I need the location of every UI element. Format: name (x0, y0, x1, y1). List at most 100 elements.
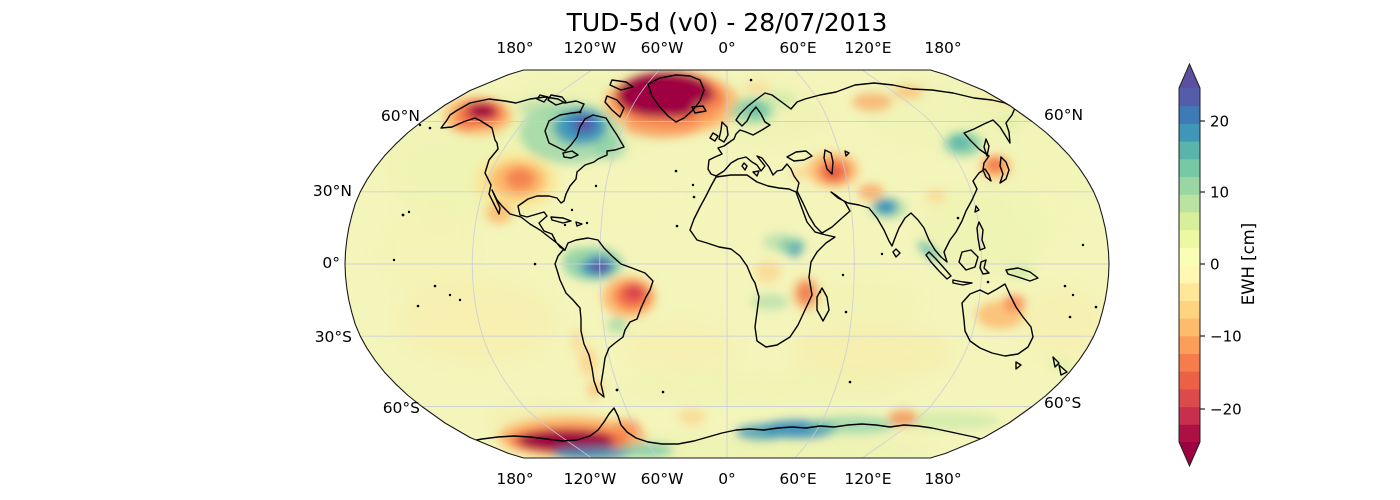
coastline-britain (718, 121, 729, 143)
colorbar-segment (1179, 424, 1200, 443)
anomaly-blob (627, 78, 683, 106)
lon-tick-label-top: 180° (924, 39, 961, 57)
coastline-black-sea (786, 150, 813, 162)
anomaly-blob (610, 372, 910, 404)
lon-tick-label-bottom: 0° (718, 470, 736, 488)
lon-tick-label-bottom: 60°W (641, 470, 684, 488)
anomaly-blob (893, 85, 923, 99)
coastline-sri-lanka (892, 248, 901, 258)
anomaly-blob (574, 116, 594, 132)
anomaly-blob (950, 135, 970, 149)
lat-tick-label-right: 60°S (1044, 394, 1081, 412)
anomaly-blob (1006, 130, 1090, 240)
coastline-north-america (440, 96, 625, 251)
anomaly-blob (998, 114, 1018, 130)
colorbar-tick-label: 10 (1210, 184, 1229, 202)
lon-tick-label-top: 60°W (641, 39, 684, 57)
anomaly-blob (398, 280, 558, 364)
anomaly-blob (607, 317, 627, 333)
coastline-sicily (752, 170, 760, 177)
lat-tick-label-right: 60°N (1044, 106, 1083, 124)
coastline-japan (999, 156, 1010, 184)
coastline-ellesmere-island (609, 79, 634, 91)
coastline-aral-sea (844, 150, 850, 157)
coastline-madagascar (816, 287, 830, 322)
colorbar: 20 10 0 −10 −20 EWH [cm] (1178, 62, 1258, 468)
coastline-victoria-island (547, 94, 567, 106)
anomaly-blob (1021, 286, 1105, 358)
lon-tick-label-bottom: 120°E (844, 470, 891, 488)
colorbar-segment (1179, 265, 1200, 284)
lon-tick-label-top: 0° (718, 39, 736, 57)
lon-tick-label-top: 120°E (844, 39, 891, 57)
coastline-taiwan (974, 205, 980, 213)
lon-tick-label-bottom: 180° (496, 470, 533, 488)
coastline-ireland (709, 132, 719, 142)
anomaly-blob (452, 117, 478, 131)
anomaly-blob (624, 285, 644, 301)
colorbar-segment (1179, 88, 1200, 107)
coastline-sardinia (741, 162, 748, 171)
anomaly-blob (562, 247, 592, 265)
anomaly-blob (852, 93, 892, 111)
coastline-sakhalin (983, 138, 990, 157)
colorbar-tick-label: 0 (1210, 256, 1220, 274)
coastline-new-guinea (1005, 267, 1039, 282)
anomaly-blob (792, 324, 952, 380)
colorbar-outline (1178, 62, 1201, 468)
colorbar-tick-label: −20 (1210, 401, 1242, 419)
coastline-java (952, 279, 973, 286)
coastline-borneo (958, 249, 979, 271)
anomaly-blob (571, 329, 583, 353)
anomaly-blob (552, 446, 632, 458)
anomaly-blob (825, 167, 841, 179)
colorbar-segment (1179, 229, 1200, 248)
colorbar-upper-arrow (1179, 64, 1200, 88)
anomaly-blob (917, 241, 941, 261)
anomaly-blob (624, 116, 700, 138)
anomaly-blob (617, 443, 673, 457)
coastline-sulawesi (979, 259, 990, 275)
anomaly-blob (622, 321, 738, 373)
colorbar-segment (1179, 406, 1200, 425)
colorbar-segment (1179, 211, 1200, 231)
coastline-antarctica (436, 407, 1013, 449)
colorbar-segments (1179, 88, 1200, 443)
lat-tick-label-left: 30°N (313, 182, 352, 200)
coastline-africa (689, 174, 836, 348)
anomaly-blob (467, 103, 497, 119)
anomaly-blob (792, 277, 820, 311)
coastline-caspian-sea (823, 149, 834, 175)
lon-tick-label-top: 120°W (564, 39, 617, 57)
lat-tick-label-left: 30°S (315, 328, 352, 346)
colorbar-ticks: 20 10 0 −10 −20 (1200, 113, 1242, 419)
anomaly-blob (385, 207, 475, 297)
anomaly-blob (755, 261, 781, 283)
lon-tick-label-top: 60°E (779, 39, 816, 57)
lon-tick-label-bottom: 60°E (779, 470, 816, 488)
anomaly-blob (562, 172, 682, 228)
graticule (345, 70, 1109, 458)
anomaly-blob (879, 202, 891, 210)
anomaly-blob (678, 409, 706, 425)
anomaly-blob (692, 100, 720, 124)
colorbar-segment (1179, 353, 1200, 372)
anomaly-blob (763, 233, 795, 251)
anomaly-blob (926, 189, 946, 203)
colorbar-segment (1179, 318, 1200, 337)
colorbar-segment (1179, 247, 1200, 266)
anomaly-blob (888, 410, 918, 426)
colorbar-segment (1179, 176, 1200, 195)
anomaly-blob (744, 83, 770, 93)
lat-tick-label-left: 60°N (381, 107, 420, 125)
anomaly-blob (505, 168, 535, 190)
colorbar-segment (1179, 105, 1200, 124)
island-dots (392, 78, 1098, 394)
colorbar-segment (1179, 371, 1200, 390)
figure-title: TUD-5d (v0) - 28/07/2013 (566, 8, 888, 37)
anomaly-blob (736, 424, 788, 440)
colorbar-segment (1179, 335, 1200, 354)
coastline-philippines (976, 221, 986, 251)
